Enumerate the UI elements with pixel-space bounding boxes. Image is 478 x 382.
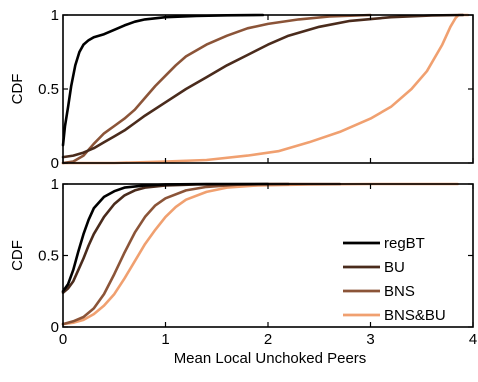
y-tick-label: 0 [51, 319, 59, 336]
legend-label: regBT [384, 235, 425, 252]
legend-label: BNS&BU [384, 307, 446, 324]
x-tick-label: 1 [161, 331, 169, 348]
x-tick-label: 3 [366, 331, 374, 348]
legend-label: BNS [384, 283, 415, 300]
series-line-bns [61, 13, 372, 165]
x-tick-label: 2 [264, 331, 272, 348]
panel-2: 0 1 2 3 4 0 0.5 1 CDF Mean Local Unchoked Peers re… [9, 176, 477, 367]
panel-1: 0 0.5 1 CDF [9, 7, 474, 172]
series-line-bu [61, 182, 290, 295]
x-axis-label: Mean Local Unchoked Peers [174, 350, 367, 367]
y-tick-label: 0.5 [38, 81, 59, 98]
legend: regBT BU BNS BNS&BU [343, 235, 446, 324]
series-line-regbt [61, 13, 265, 147]
series-line-bu [61, 13, 465, 159]
series-line-bns-bu [61, 182, 459, 326]
series-line-bns [61, 182, 342, 326]
x-tick-label: 0 [59, 331, 67, 348]
y-tick-label: 1 [51, 176, 59, 193]
series-line-regbt [61, 182, 270, 293]
y-tick-label: 1 [51, 7, 59, 24]
y-axis-label: CDF [9, 240, 26, 271]
y-tick-label: 0 [51, 155, 59, 172]
legend-label: BU [384, 259, 405, 276]
y-tick-label: 0.5 [38, 248, 59, 265]
series-line-bns-bu [61, 13, 470, 165]
y-axis-label: CDF [9, 74, 26, 105]
x-tick-label: 4 [469, 331, 477, 348]
